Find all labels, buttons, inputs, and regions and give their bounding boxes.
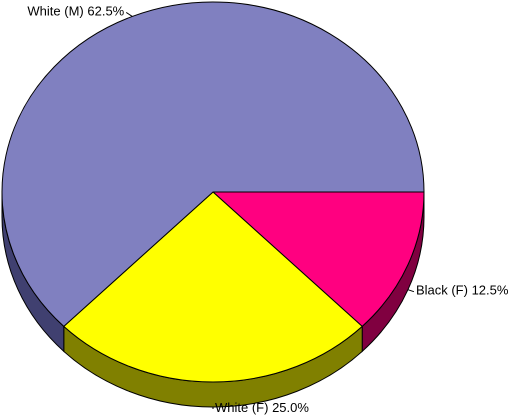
- pie-slice: [63, 191, 363, 383]
- leader-line: [407, 289, 415, 293]
- slice-category: White (M): [27, 4, 83, 19]
- leader-line: [125, 12, 133, 17]
- slice-label: Black (F) 12.5%: [416, 283, 509, 298]
- pie-slice: [211, 191, 425, 328]
- slice-label: White (F) 25.0%: [215, 400, 309, 415]
- slice-category: Black (F): [416, 283, 468, 298]
- slice-value-label: 12.5%: [472, 283, 509, 298]
- slice-value-label: 25.0%: [272, 400, 309, 415]
- slice-value-label: 62.5%: [87, 4, 124, 19]
- slice-label: White (M) 62.5%: [27, 4, 124, 19]
- pie-slice: [1, 1, 425, 328]
- slice-category: White (F): [215, 400, 268, 415]
